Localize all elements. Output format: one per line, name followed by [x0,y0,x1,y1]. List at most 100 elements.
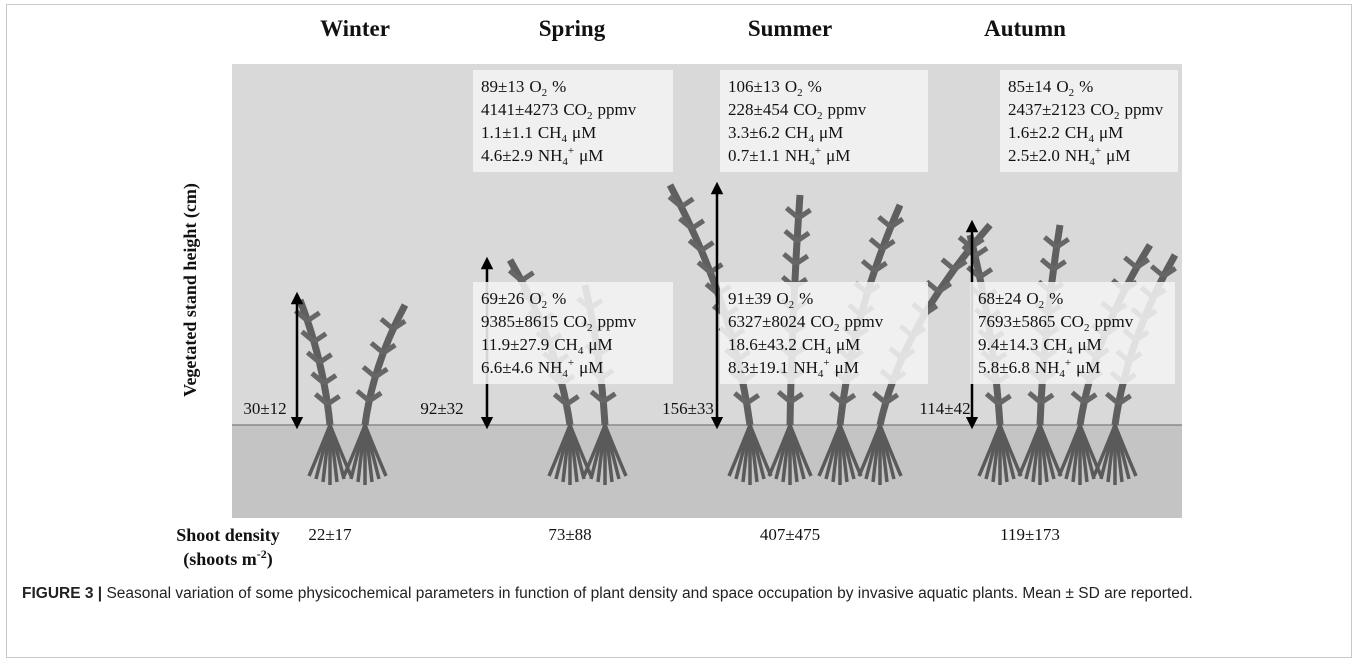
value: 3.3±6.2 [728,123,780,142]
superscript: + [568,357,574,369]
caption-label: FIGURE 3 | [22,585,103,602]
subscript: 4 [818,368,824,380]
density-label: Shoot density [176,525,280,545]
value-box [473,70,673,172]
value-line: 69±26 O2% [481,289,566,311]
leaf [1162,266,1177,279]
species: NH [538,146,563,165]
leaf [679,196,695,209]
leaf [696,260,712,275]
leaf [379,317,395,331]
value-line: 2437±2123 CO2 ppmv [1008,100,1164,122]
leaf [733,391,749,406]
leaf [1055,237,1070,250]
leaf [507,268,524,283]
value: 2437±2123 [1008,100,1085,119]
leaf [687,238,703,253]
density-unit: (shoots m-2) [183,547,273,570]
superscript: + [568,145,574,157]
species: CH [538,123,562,142]
leaf [1070,390,1086,405]
leaf [783,229,799,243]
value: 1.6±2.2 [1008,123,1060,142]
unit: ppmv [827,100,866,119]
leaf [841,392,857,406]
leaf [589,389,605,404]
leaf [1052,259,1067,272]
unit: μM [1077,335,1101,354]
value-line: 18.6±43.2 CH4 μM [728,335,860,357]
subscript: 4 [562,368,568,380]
unit: % [1049,289,1063,308]
value-line: 2.5±2.0 NH4+ μM [1008,145,1130,168]
leaf [745,393,761,406]
value-line: 89±13 O2% [481,77,566,99]
value-line: 106±13 O2% [728,77,822,99]
value-box [720,70,928,172]
unit: μM [1099,123,1123,142]
root [328,424,353,477]
leaf [690,218,706,231]
leaf [361,365,377,379]
leaf [678,216,694,231]
value-line: 9385±8615 CO2 ppmv [481,312,637,334]
value-line: 68±24 O2% [978,289,1063,311]
leaf [369,341,385,355]
height-value: 114±42 [919,399,970,418]
species: NH [538,358,563,377]
unit: μM [819,123,843,142]
unit: % [1079,77,1093,96]
subscript: 2 [1114,110,1120,122]
value: 2.5±2.0 [1008,146,1060,165]
species: NH [785,146,810,165]
leaf [1039,392,1055,405]
leaf [789,391,804,405]
unit: μM [826,146,850,165]
leaf [601,391,617,404]
leaf [860,259,877,273]
unit: ppmv [1124,100,1163,119]
value: 18.6±43.2 [728,335,797,354]
value-box [720,282,928,384]
value-line: 91±39 O2% [728,289,813,311]
subscript: 4 [1089,156,1095,168]
root [603,424,628,477]
value: 9385±8615 [481,312,558,331]
leaf [373,366,389,380]
value: 69±26 [481,289,524,308]
species: CO [1060,312,1084,331]
unit: ppmv [844,312,883,331]
leaf [978,267,994,280]
value: 5.8±6.8 [978,358,1030,377]
superscript: + [1065,357,1071,369]
leaf [565,394,580,407]
unit: % [552,77,566,96]
leaf [667,194,683,209]
superscript: + [823,357,829,369]
leaf [889,216,905,230]
leaf [877,215,893,229]
leaf [880,238,896,252]
leaf [1123,255,1139,270]
species: CH [785,123,809,142]
leaf [940,257,956,272]
height-value: 92±32 [420,399,463,418]
value: 11.9±27.9 [481,335,549,354]
leaf [326,394,341,407]
unit: μM [579,358,603,377]
leaf [937,281,953,294]
leaf [310,371,326,386]
value: 8.3±19.1 [728,358,788,377]
value: 6.6±4.6 [481,358,533,377]
subscript: 2 [1084,322,1090,334]
species: CO [810,312,834,331]
shoot-density: 22±17 [308,525,352,544]
value: 106±13 [728,77,780,96]
leaf [984,391,1001,406]
value: 228±454 [728,100,789,119]
unit: μM [1106,146,1130,165]
leaf [782,252,798,266]
species: O [529,77,541,96]
